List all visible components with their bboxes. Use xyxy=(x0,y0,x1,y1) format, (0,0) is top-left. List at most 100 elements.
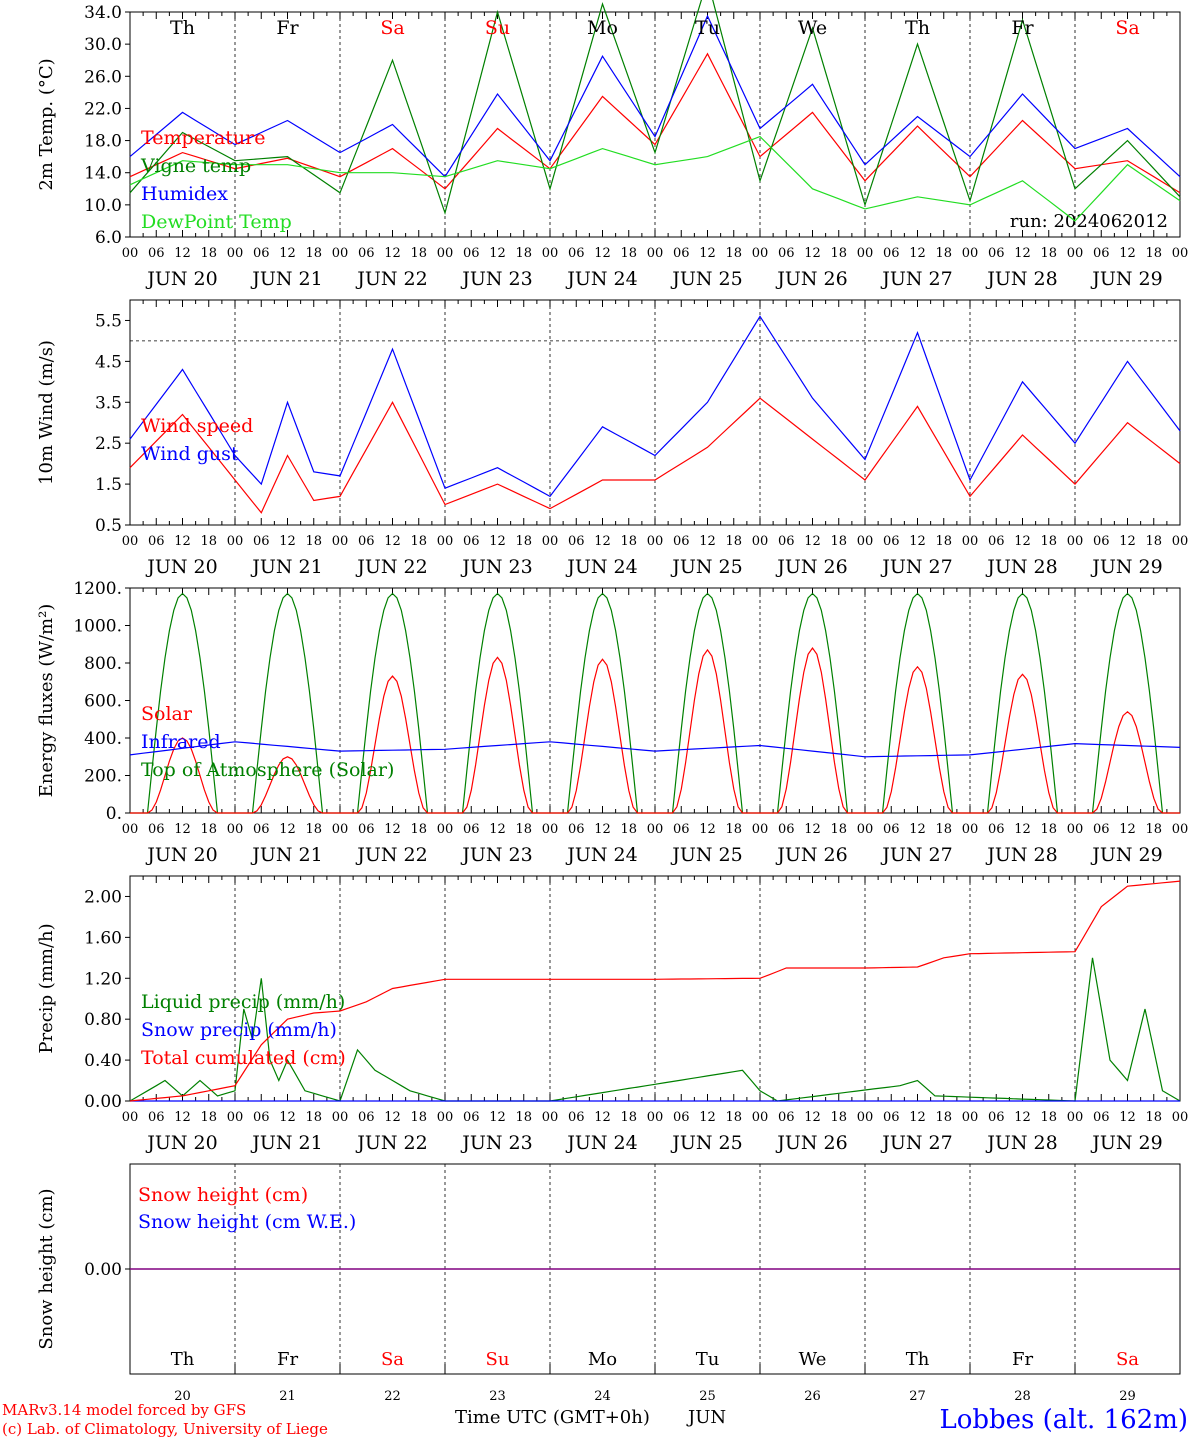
legend-entry: Infrared xyxy=(141,731,221,753)
hour-tick-label: 12 xyxy=(384,1110,401,1125)
hour-tick-label: 18 xyxy=(200,1110,217,1125)
y-tick-label: 400. xyxy=(84,729,122,749)
hour-tick-label: 06 xyxy=(883,822,900,837)
weekday-label: Sa xyxy=(1116,1349,1139,1370)
hour-tick-label: 00 xyxy=(647,246,664,261)
y-tick-label: 0.00 xyxy=(84,1092,122,1112)
hour-tick-label: 18 xyxy=(410,1110,427,1125)
hour-tick-label: 18 xyxy=(1040,246,1057,261)
hour-tick-label: 06 xyxy=(463,534,480,549)
legend-entry: DewPoint Temp xyxy=(141,211,292,233)
hour-tick-label: 18 xyxy=(305,1110,322,1125)
day-axis-label: JUN 27 xyxy=(880,556,952,578)
hour-tick-label: 00 xyxy=(962,822,979,837)
hour-tick-label: 00 xyxy=(437,822,454,837)
legend-entry: Wind speed xyxy=(141,415,253,437)
hour-tick-label: 06 xyxy=(673,822,690,837)
hour-tick-label: 00 xyxy=(542,1110,559,1125)
hour-tick-label: 12 xyxy=(384,246,401,261)
legend-entry: Solar xyxy=(141,703,193,725)
hour-tick-label: 18 xyxy=(1040,1110,1057,1125)
day-axis-label: JUN 24 xyxy=(565,556,637,578)
weekday-label: Tu xyxy=(696,1349,720,1370)
hour-tick-label: 12 xyxy=(1119,822,1136,837)
day-axis-label: JUN 27 xyxy=(880,268,952,290)
hour-tick-label: 18 xyxy=(935,534,952,549)
hour-tick-label: 00 xyxy=(647,534,664,549)
hour-tick-label: 18 xyxy=(515,534,532,549)
hour-tick-label: 00 xyxy=(227,822,244,837)
hour-tick-label: 12 xyxy=(804,534,821,549)
weekday-label: We xyxy=(798,17,827,39)
hour-tick-label: 18 xyxy=(830,1110,847,1125)
hour-tick-label: 18 xyxy=(725,534,742,549)
hour-tick-label: 18 xyxy=(620,1110,637,1125)
day-axis-label: JUN 20 xyxy=(145,268,217,290)
day-axis-label: JUN 25 xyxy=(670,1132,742,1154)
hour-tick-label: 06 xyxy=(883,1110,900,1125)
hour-tick-label: 18 xyxy=(305,822,322,837)
hour-tick-label: 00 xyxy=(962,1110,979,1125)
hour-tick-label: 12 xyxy=(279,246,296,261)
hour-tick-label: 00 xyxy=(1172,822,1189,837)
hour-tick-label: 00 xyxy=(752,534,769,549)
hour-tick-label: 18 xyxy=(515,246,532,261)
hour-tick-label: 06 xyxy=(253,1110,270,1125)
hour-tick-label: 00 xyxy=(857,246,874,261)
hour-tick-label: 12 xyxy=(804,246,821,261)
day-axis-label: JUN 25 xyxy=(670,268,742,290)
y-axis-label: Precip (mm/h) xyxy=(36,923,57,1053)
weekday-label: Tu xyxy=(695,17,720,39)
hour-tick-label: 18 xyxy=(410,534,427,549)
hour-tick-label: 12 xyxy=(174,822,191,837)
hour-tick-label: 06 xyxy=(463,246,480,261)
y-tick-label: 30.0 xyxy=(84,35,122,55)
station-label: Lobbes (alt. 162m) xyxy=(939,1405,1188,1435)
hour-tick-label: 00 xyxy=(1067,1110,1084,1125)
y-tick-label: 3.5 xyxy=(95,393,122,413)
hour-tick-label: 00 xyxy=(542,534,559,549)
hour-tick-label: 18 xyxy=(1145,1110,1162,1125)
day-axis-label: JUN 29 xyxy=(1090,1132,1162,1154)
day-axis-label: JUN 29 xyxy=(1090,844,1162,866)
weekday-label: Su xyxy=(485,17,510,39)
hour-tick-label: 06 xyxy=(358,534,375,549)
day-number-label: 28 xyxy=(1014,1389,1031,1404)
day-axis-label: JUN 28 xyxy=(985,268,1057,290)
hour-tick-label: 06 xyxy=(1093,534,1110,549)
hour-tick-label: 12 xyxy=(909,822,926,837)
hour-tick-label: 18 xyxy=(620,534,637,549)
solar-line xyxy=(130,646,1180,814)
day-axis-label: JUN 22 xyxy=(355,1132,427,1154)
hour-tick-label: 06 xyxy=(1093,1110,1110,1125)
hour-tick-label: 12 xyxy=(1014,1110,1031,1125)
hour-tick-label: 00 xyxy=(122,822,139,837)
time-axis-label: Time UTC (GMT+0h) xyxy=(455,1407,650,1428)
weekday-label: Fr xyxy=(1012,1349,1033,1370)
hour-tick-label: 00 xyxy=(647,822,664,837)
day-number-label: 22 xyxy=(384,1389,401,1404)
hour-tick-label: 06 xyxy=(463,1110,480,1125)
hour-tick-label: 00 xyxy=(1067,246,1084,261)
y-tick-label: 200. xyxy=(84,767,122,787)
temp-series-line xyxy=(129,0,1181,215)
hour-tick-label: 18 xyxy=(1145,246,1162,261)
day-number-label: 24 xyxy=(594,1389,611,1404)
weekday-label: Th xyxy=(905,17,930,39)
y-axis-label: Snow height (cm) xyxy=(36,1188,57,1349)
hour-tick-label: 12 xyxy=(594,246,611,261)
hour-tick-label: 06 xyxy=(463,822,480,837)
hour-tick-label: 00 xyxy=(122,1110,139,1125)
hour-tick-label: 18 xyxy=(1040,822,1057,837)
cumulated-precip-line xyxy=(129,880,1181,1102)
y-tick-label: 1.5 xyxy=(95,475,122,495)
hour-tick-label: 00 xyxy=(857,822,874,837)
hour-tick-label: 12 xyxy=(699,246,716,261)
day-number-label: 27 xyxy=(909,1389,926,1404)
weekday-label: Sa xyxy=(380,17,404,39)
hour-tick-label: 00 xyxy=(1067,822,1084,837)
hour-tick-label: 12 xyxy=(489,534,506,549)
hour-tick-label: 12 xyxy=(174,534,191,549)
day-number-label: 20 xyxy=(174,1389,191,1404)
